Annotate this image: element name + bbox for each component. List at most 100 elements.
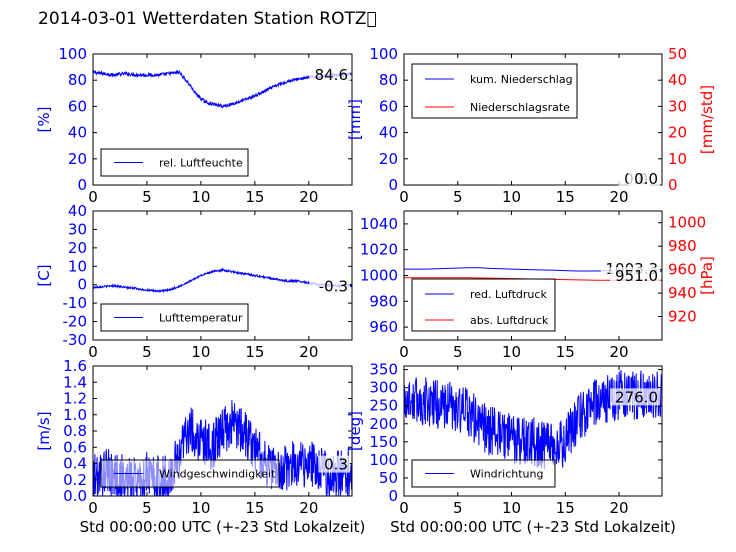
x-tick-label: 20 xyxy=(299,343,318,361)
x-tick-label: 5 xyxy=(142,188,152,206)
x-tick-label: 0 xyxy=(399,343,409,361)
y2-tick-label: 0 xyxy=(668,176,678,194)
y-tick-label: 100 xyxy=(369,451,398,469)
x-tick-label: 20 xyxy=(299,188,318,206)
x-tick-label: 0 xyxy=(399,499,409,517)
y2-axis-label: [hPa] xyxy=(698,256,716,295)
y-tick-label: 980 xyxy=(369,292,398,310)
value-label-bg xyxy=(628,170,660,187)
x-tick-label: 5 xyxy=(453,343,463,361)
legend-label: rel. Luftfeuchte xyxy=(159,157,243,170)
x-axis-label: Std 00:00:00 UTC (+-23 Std Lokalzeit) xyxy=(80,518,366,536)
y-tick-label: 350 xyxy=(369,361,398,379)
legend: Windgeschwindigkeit xyxy=(100,459,280,488)
legend: rel. Luftfeuchte xyxy=(100,148,249,177)
value-label: 951.0 xyxy=(615,267,658,285)
legend-label: Windrichtung xyxy=(470,468,543,481)
x-tick-label: 15 xyxy=(556,188,575,206)
y-tick-label: 1020 xyxy=(360,241,398,259)
y-tick-label: 100 xyxy=(369,45,398,63)
last-value-label: 276.0 xyxy=(615,388,658,406)
panel-pressure: 0 5 10 15 20 960 980 1000 1020 1040 920 940 960 980 10… xyxy=(360,210,716,361)
y-tick-label: 100 xyxy=(58,45,87,63)
plot-frame xyxy=(92,210,353,341)
y2-tick-label: 980 xyxy=(668,237,697,255)
y-tick-label: 50 xyxy=(379,469,398,487)
y-tick-label: 80 xyxy=(379,71,398,89)
y-tick-label: 960 xyxy=(369,318,398,336)
x-tick-label: 5 xyxy=(453,188,463,206)
x-tick-label: 0 xyxy=(88,343,98,361)
y-tick-label: 0 xyxy=(77,176,87,194)
legend: kum. Niederschlag Niederschlagsrate xyxy=(411,63,578,119)
y-tick-label: 1.6 xyxy=(63,357,87,375)
y-tick-label: 40 xyxy=(379,124,398,142)
x-tick-label: 20 xyxy=(609,343,628,361)
y-tick-label: 40 xyxy=(68,124,87,142)
y-tick-label: 1.2 xyxy=(63,390,87,408)
y2-tick-label: 40 xyxy=(668,71,687,89)
last-value-label-bg xyxy=(309,66,350,84)
panel-humidity: 0 5 10 15 20 0 20 40 60 80 100 [%] 84.6 rel. Luftfeuc… xyxy=(35,45,353,206)
y-tick-label: 1000 xyxy=(360,267,398,285)
x-tick-label: 5 xyxy=(453,499,463,517)
y-axis-label: [deg] xyxy=(346,411,364,451)
y2-tick-label: 1000 xyxy=(668,214,706,232)
series-line-temperature-0 xyxy=(93,267,352,294)
x-tick-label: 0 xyxy=(88,499,98,517)
y-tick-label: 0 xyxy=(77,276,87,294)
x-tick-label: 10 xyxy=(191,343,210,361)
x-tick-label: 20 xyxy=(609,499,628,517)
x-tick-label: 15 xyxy=(556,343,575,361)
legend-label: Niederschlagsrate xyxy=(470,101,570,114)
y-tick-label: 0 xyxy=(388,176,398,194)
x-tick-label: 10 xyxy=(191,499,210,517)
value-label-bg xyxy=(610,267,660,285)
x-tick-label: 15 xyxy=(245,499,264,517)
legend: Lufttemperatur xyxy=(100,303,249,332)
x-tick-label: 15 xyxy=(245,188,264,206)
series-line-winddir-0 xyxy=(404,370,662,469)
y-tick-label: 0.2 xyxy=(63,471,87,489)
y-tick-label: 0.0 xyxy=(63,487,87,505)
legend: Windrichtung xyxy=(411,459,556,488)
last-value-label-bg xyxy=(309,277,350,295)
series-line-humidity-0 xyxy=(93,69,352,109)
y-tick-label: 1.4 xyxy=(63,373,87,391)
legend-label: Lufttemperatur xyxy=(159,312,243,325)
y-tick-label: 0.8 xyxy=(63,422,87,440)
y-tick-label: 60 xyxy=(68,97,87,115)
plot-frame xyxy=(403,53,663,186)
y-tick-label: 60 xyxy=(379,97,398,115)
y-tick-label: 1040 xyxy=(360,215,398,233)
x-tick-label: 5 xyxy=(142,499,152,517)
last-value-label-bg xyxy=(610,388,660,406)
y2-axis-label: [mm/std] xyxy=(698,85,716,154)
x-tick-label: 15 xyxy=(245,343,264,361)
y-axis-label: [%] xyxy=(35,107,53,133)
y-tick-label: 250 xyxy=(369,397,398,415)
y2-tick-label: 940 xyxy=(668,284,697,302)
y-tick-label: 0.6 xyxy=(63,438,87,456)
y-tick-label: -20 xyxy=(63,313,88,331)
x-axis-label: Std 00:00:00 UTC (+-23 Std Lokalzeit) xyxy=(390,518,676,536)
panel-precip: 0 5 10 15 20 0 20 40 60 80 100 0 10 20 30 40 50 [mm] [mm/s… xyxy=(346,45,716,206)
y-tick-label: 20 xyxy=(68,150,87,168)
plot-frame xyxy=(403,365,663,497)
x-tick-label: 15 xyxy=(556,499,575,517)
last-value-label-bg xyxy=(318,455,350,473)
legend: red. Luftdruck abs. Luftdruck xyxy=(411,278,556,332)
last-value-label: 84.6 xyxy=(315,66,348,84)
plot-frame xyxy=(92,53,353,186)
last-value-label: -0.3 xyxy=(319,277,348,295)
x-tick-label: 20 xyxy=(609,188,628,206)
panel-windspeed: 0 5 10 15 20 0.00.20.40.60.81.01.21.41.6 [m/s]… xyxy=(35,357,365,536)
y2-tick-label: 20 xyxy=(668,124,687,142)
y-tick-label: 30 xyxy=(68,220,87,238)
x-tick-label: 5 xyxy=(142,343,152,361)
legend-label: red. Luftdruck xyxy=(470,288,547,301)
figure-title: 2014-03-01 Wetterdaten Station ROTZ  xyxy=(38,9,377,29)
y-tick-label: 150 xyxy=(369,433,398,451)
